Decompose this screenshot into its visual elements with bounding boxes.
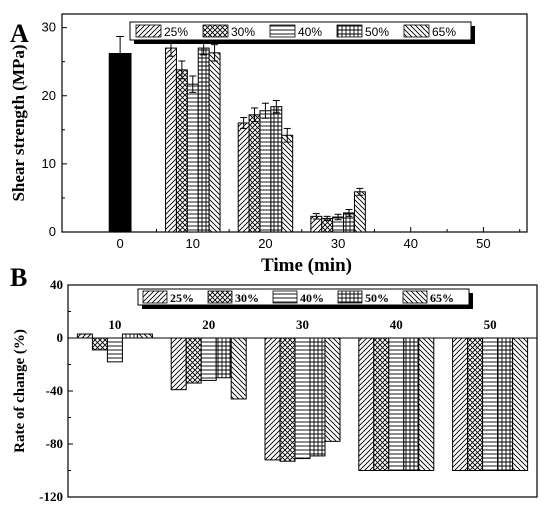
x-tick-label-a: 0 [117,236,124,251]
legend-b-label: 40% [300,291,324,305]
panel-b: -120 -80 -40 0 40 10 20 30 40 50 25% 30% 40% 50% 65% Ra… [12,277,538,504]
bar-b-50pct-c10 [121,333,138,339]
bar-b-30pct-c50 [467,337,484,471]
bar-control [108,53,132,233]
bar-a-40pct-t10 [186,83,199,233]
bar-b-25pct-c20 [170,337,187,391]
category-label-b: 40 [390,317,403,332]
x-axis-title-a: Time (min) [261,255,352,276]
legend-b-swatch [272,290,298,304]
bar-b-50pct-c30 [309,337,326,457]
bar-a-30pct-t20 [248,114,261,233]
y-tick-label-b: -80 [46,436,63,451]
bar-a-25pct-t20 [237,122,250,233]
plot-frame-a [61,13,528,233]
bar-a-40pct-t20 [259,110,272,233]
legend-b-label: 30% [235,291,259,305]
x-tick-label-a: 30 [331,236,345,251]
x-tick-label-a: 20 [258,236,272,251]
bar-a-30pct-t10 [175,69,188,233]
bar-a-25pct-t10 [165,47,177,233]
y-tick-label-a: 20 [42,88,56,103]
y-tick-label-b: -40 [46,383,63,398]
legend-a-swatch [269,24,296,38]
bar-b-40pct-c20 [200,337,217,381]
bar-b-25pct-c30 [264,337,281,461]
legend-a-label: 25% [164,25,188,39]
bar-a-50pct-t10 [197,47,210,233]
bar-b-65pct-c20 [230,337,247,400]
x-tick-label-a: 40 [404,236,418,251]
legend-b: 25% 30% 40% 50% 65% [137,288,473,309]
x-tick-label-a: 10 [186,236,200,251]
bar-a-50pct-t20 [270,106,283,233]
bar-a-65pct-t30 [353,191,366,233]
legend-a-swatch [202,24,229,38]
legend-b-label: 65% [430,291,454,305]
legend-a-swatch [403,24,430,38]
bar-b-40pct-c40 [388,337,405,471]
bar-b-30pct-c30 [279,337,296,462]
y-tick-label-b: 0 [57,330,64,345]
category-label-b: 30 [296,317,309,332]
legend-b-label: 25% [170,291,194,305]
bar-b-25pct-c50 [452,337,469,471]
bar-b-40pct-c10 [106,337,123,363]
category-label-b: 20 [202,317,215,332]
bar-b-50pct-c50 [497,337,514,471]
bar-b-65pct-c10 [136,333,153,339]
y-tick-label-a: 10 [42,156,56,171]
bar-a-65pct-t10 [208,52,221,233]
bar-b-30pct-c10 [91,337,108,351]
category-label-b: 50 [484,317,497,332]
bar-b-40pct-c30 [294,337,311,460]
bar-b-40pct-c50 [482,337,499,471]
y-axis-title-a: Shear strength (MPa) [9,44,28,201]
legend-b-swatch [402,290,428,304]
bar-b-65pct-c50 [512,337,529,471]
y-tick-label-a: 30 [42,20,56,35]
legend-b-swatch [337,290,363,304]
category-label-b: 10 [108,317,121,332]
legend-a-swatch [336,24,363,38]
bar-b-65pct-c40 [418,337,435,471]
panel-a: 0 10 20 30 0 10 20 30 40 50 25% 30% 40% 50% 65% Shear s… [9,13,528,276]
bar-b-30pct-c20 [185,337,202,384]
legend-a-swatch [135,24,162,38]
y-tick-label-b: 40 [50,277,63,292]
y-axis-title-b: Rate of change (%) [12,329,28,453]
legend-a-label: 30% [231,25,255,39]
x-tick-label-a: 50 [476,236,490,251]
bar-b-50pct-c20 [215,337,232,379]
y-tick-label-b: -120 [39,489,63,504]
legend-a-label: 40% [298,25,322,39]
panel-a-letter: A [10,19,29,48]
y-tick-label-a: 0 [49,224,56,239]
legend-a: 25% 30% 40% 50% 65% [129,21,475,44]
legend-b-swatch [207,290,233,304]
bar-b-25pct-c10 [76,333,93,339]
legend-a-label: 65% [432,25,456,39]
bar-b-65pct-c30 [324,337,341,442]
bar-b-30pct-c40 [373,337,390,471]
bar-b-25pct-c40 [358,337,375,471]
bar-b-50pct-c40 [403,337,420,471]
legend-b-swatch [142,290,168,304]
legend-b-label: 50% [365,291,389,305]
legend-a-label: 50% [365,25,389,39]
bar-a-65pct-t20 [281,134,294,233]
panel-b-letter: B [10,263,27,292]
